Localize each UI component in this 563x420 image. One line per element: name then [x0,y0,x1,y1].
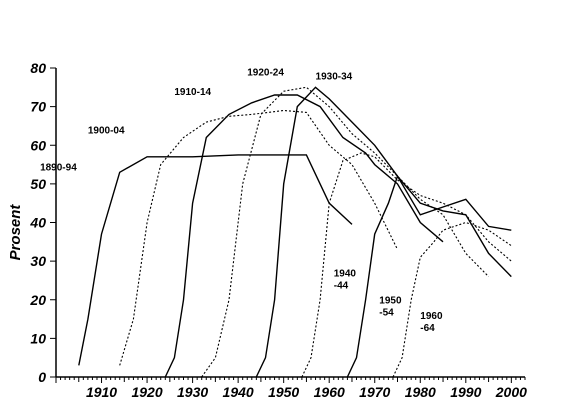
y-tick-label: 70 [30,99,46,115]
series-label-1890-94: 1890-94 [40,162,77,173]
series-line-1910-14 [164,94,444,378]
series-line-1920-24 [201,86,489,378]
series-labels: 1890-94 1900-04 1910-14 1920-24 1930-34 1940-… [40,68,443,334]
x-tick-label: 1960 [314,384,345,400]
y-axis-label: Prosent [7,204,24,261]
x-tick-label: 1970 [359,384,390,400]
y-tick-label: 20 [29,292,46,308]
x-tick-label: 1950 [268,384,299,400]
y-tick-label: 50 [30,176,46,192]
y-tick-label: 60 [30,137,46,153]
x-tick-label: 1990 [450,384,481,400]
y-tick-label: 40 [29,215,46,231]
y-tick-label: 80 [30,60,46,76]
x-tick-label: 1940 [223,384,254,400]
y-tick-label: 30 [30,253,46,269]
series-line-1890-94 [78,154,353,366]
axes [55,68,525,378]
series-label-1920-24: 1920-24 [247,68,284,79]
series-layer [78,86,512,378]
x-tick-label: 1930 [177,384,208,400]
series-label-1910-14: 1910-14 [174,87,211,98]
series-line-1950-54 [346,174,512,378]
series-label-1960-64: 1960 -64 [420,311,443,334]
series-label-1950-54: 1950 -54 [379,296,402,319]
series-label-1900-04: 1900-04 [88,126,125,137]
series-line-1940-44 [301,152,512,378]
series-line-1900-04 [119,109,398,366]
series-line-1930-34 [255,86,512,378]
x-tick-label: 1920 [131,384,162,400]
series-label-1940-44: 1940 -44 [334,269,357,292]
x-tick-label: 1910 [86,384,117,400]
y-tick-label: 0 [38,369,46,385]
x-ticks: 1910 1920 1930 1940 1950 1960 1970 1980 1990 2000 [55,377,527,400]
series-line-1960-64 [392,221,512,378]
y-ticks: 0 10 20 30 40 50 60 70 80 [29,60,56,385]
y-tick-label: 10 [30,330,46,346]
x-tick-label: 2000 [495,384,527,400]
series-label-1930-34: 1930-34 [316,72,353,83]
x-tick-label: 1980 [405,384,436,400]
